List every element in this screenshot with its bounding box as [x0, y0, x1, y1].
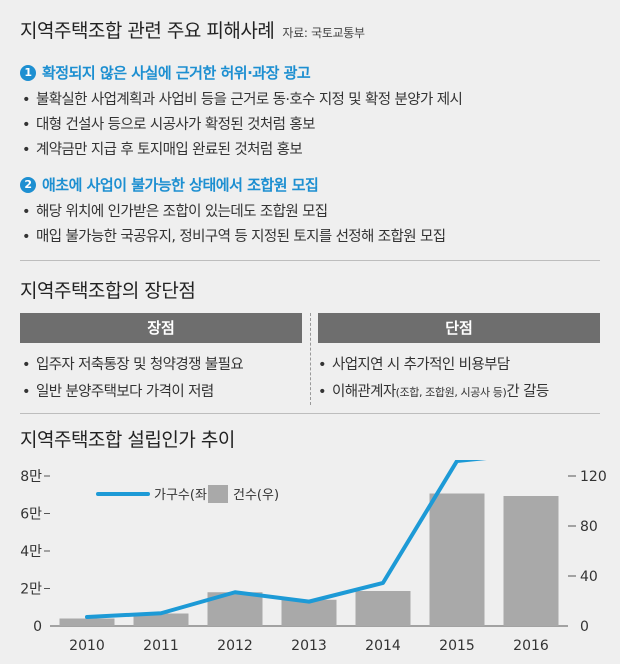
- bar-2014: [355, 591, 411, 626]
- case-1-bullet-3: • 계약금만 지급 후 토지매입 완료된 것처럼 홍보: [22, 142, 303, 158]
- x-tick-label: 2012: [217, 638, 253, 654]
- case-2-heading-text: 애초에 사업이 불가능한 상태에서 조합원 모집: [42, 176, 319, 194]
- left-tick-label: 0: [33, 619, 42, 635]
- bullet-text: 매입 불가능한 국공유지, 정비구역 등 지정된 토지를 선정해 조합원 모집: [35, 229, 446, 245]
- cons-item-2: • 이해관계자(조합, 조합원, 시공사 등)간 갈등: [318, 384, 549, 400]
- bullet-text: 사업지연 시 추가적인 비용부담: [331, 357, 510, 373]
- bullet-text: 계약금만 지급 후 토지매입 완료된 것처럼 홍보: [35, 142, 303, 158]
- bar-2010: [59, 618, 115, 626]
- left-tick-label: 8만: [20, 469, 42, 485]
- legend-bar-swatch: [208, 485, 228, 503]
- case-1-heading: 1 확정되지 않은 사실에 근거한 허위·과장 광고: [20, 62, 311, 83]
- case-2-bullet-1: • 해당 위치에 인가받은 조합이 있는데도 조합원 모집: [22, 204, 328, 220]
- bullet-text: 불확실한 사업계획과 사업비 등을 근거로 동·호수 지정 및 확정 분양가 제…: [35, 92, 463, 108]
- pros-item-2: • 일반 분양주택보다 가격이 저렴: [22, 384, 214, 400]
- x-tick-label: 2015: [439, 638, 475, 654]
- case-1-heading-text: 확정되지 않은 사실에 근거한 허위·과장 광고: [42, 64, 311, 82]
- legend-bar-label: 건수(우): [233, 488, 279, 503]
- cons-item-1: • 사업지연 시 추가적인 비용부담: [318, 357, 510, 373]
- column-divider: [310, 313, 311, 405]
- section-divider-2: [20, 413, 600, 414]
- source-label: 자료: 국토교통부: [282, 26, 365, 40]
- left-tick-label: 4만: [20, 544, 42, 560]
- bar-2016: [503, 496, 559, 626]
- x-tick-label: 2016: [513, 638, 549, 654]
- x-tick-label: 2011: [143, 638, 179, 654]
- section-divider-1: [20, 260, 600, 261]
- damage-cases-title-text: 지역주택조합 관련 주요 피해사례: [20, 20, 275, 42]
- legend-line-label: 가구수(좌): [154, 488, 212, 503]
- case-2-heading: 2 애초에 사업이 불가능한 상태에서 조합원 모집: [20, 174, 319, 195]
- bullet-text-tail: 간 갈등: [506, 384, 549, 400]
- bullet-text: 대형 건설사 등으로 시공사가 확정된 것처럼 홍보: [35, 117, 315, 133]
- x-tick-label: 2013: [291, 638, 327, 654]
- right-tick-label: 0: [580, 619, 589, 635]
- bullet-subtext: (조합, 조합원, 시공사 등): [395, 386, 507, 399]
- bullet-text: 입주자 저축통장 및 청약경쟁 불필요: [35, 357, 244, 373]
- chart-title: 지역주택조합 설립인가 추이: [20, 429, 235, 451]
- number-badge-2: 2: [20, 176, 36, 193]
- right-tick-label: 120: [580, 469, 607, 485]
- bullet-text: 일반 분양주택보다 가격이 저렴: [35, 384, 214, 400]
- x-tick-label: 2010: [69, 638, 105, 654]
- pros-cons-title: 지역주택조합의 장단점: [20, 280, 196, 302]
- damage-cases-title: 지역주택조합 관련 주요 피해사례 자료: 국토교통부: [20, 16, 365, 43]
- cons-header: 단점: [318, 313, 600, 343]
- right-tick-label: 80: [580, 519, 598, 535]
- bar-2015: [429, 493, 485, 626]
- left-tick-label: 6만: [20, 507, 42, 523]
- left-tick-label: 2만: [20, 582, 42, 598]
- bullet-text: 해당 위치에 인가받은 조합이 있는데도 조합원 모집: [35, 204, 328, 220]
- x-tick-label: 2014: [365, 638, 401, 654]
- case-1-bullet-2: • 대형 건설사 등으로 시공사가 확정된 것처럼 홍보: [22, 117, 315, 133]
- trend-chart: 0 2만 4만 6만 8만 0 40 80 120 2010 2011 2012 2013 2014 201…: [20, 460, 607, 654]
- bar-2013: [281, 599, 337, 626]
- right-tick-label: 40: [580, 569, 598, 585]
- number-badge-1: 1: [20, 64, 36, 81]
- bullet-text: 이해관계자: [331, 384, 396, 400]
- pros-item-1: • 입주자 저축통장 및 청약경쟁 불필요: [22, 357, 244, 373]
- case-1-bullet-1: • 불확실한 사업계획과 사업비 등을 근거로 동·호수 지정 및 확정 분양가 …: [22, 92, 463, 108]
- bar-2011: [133, 613, 189, 626]
- case-2-bullet-2: • 매입 불가능한 국공유지, 정비구역 등 지정된 토지를 선정해 조합원 모집: [22, 229, 446, 245]
- pros-header: 장점: [20, 313, 302, 343]
